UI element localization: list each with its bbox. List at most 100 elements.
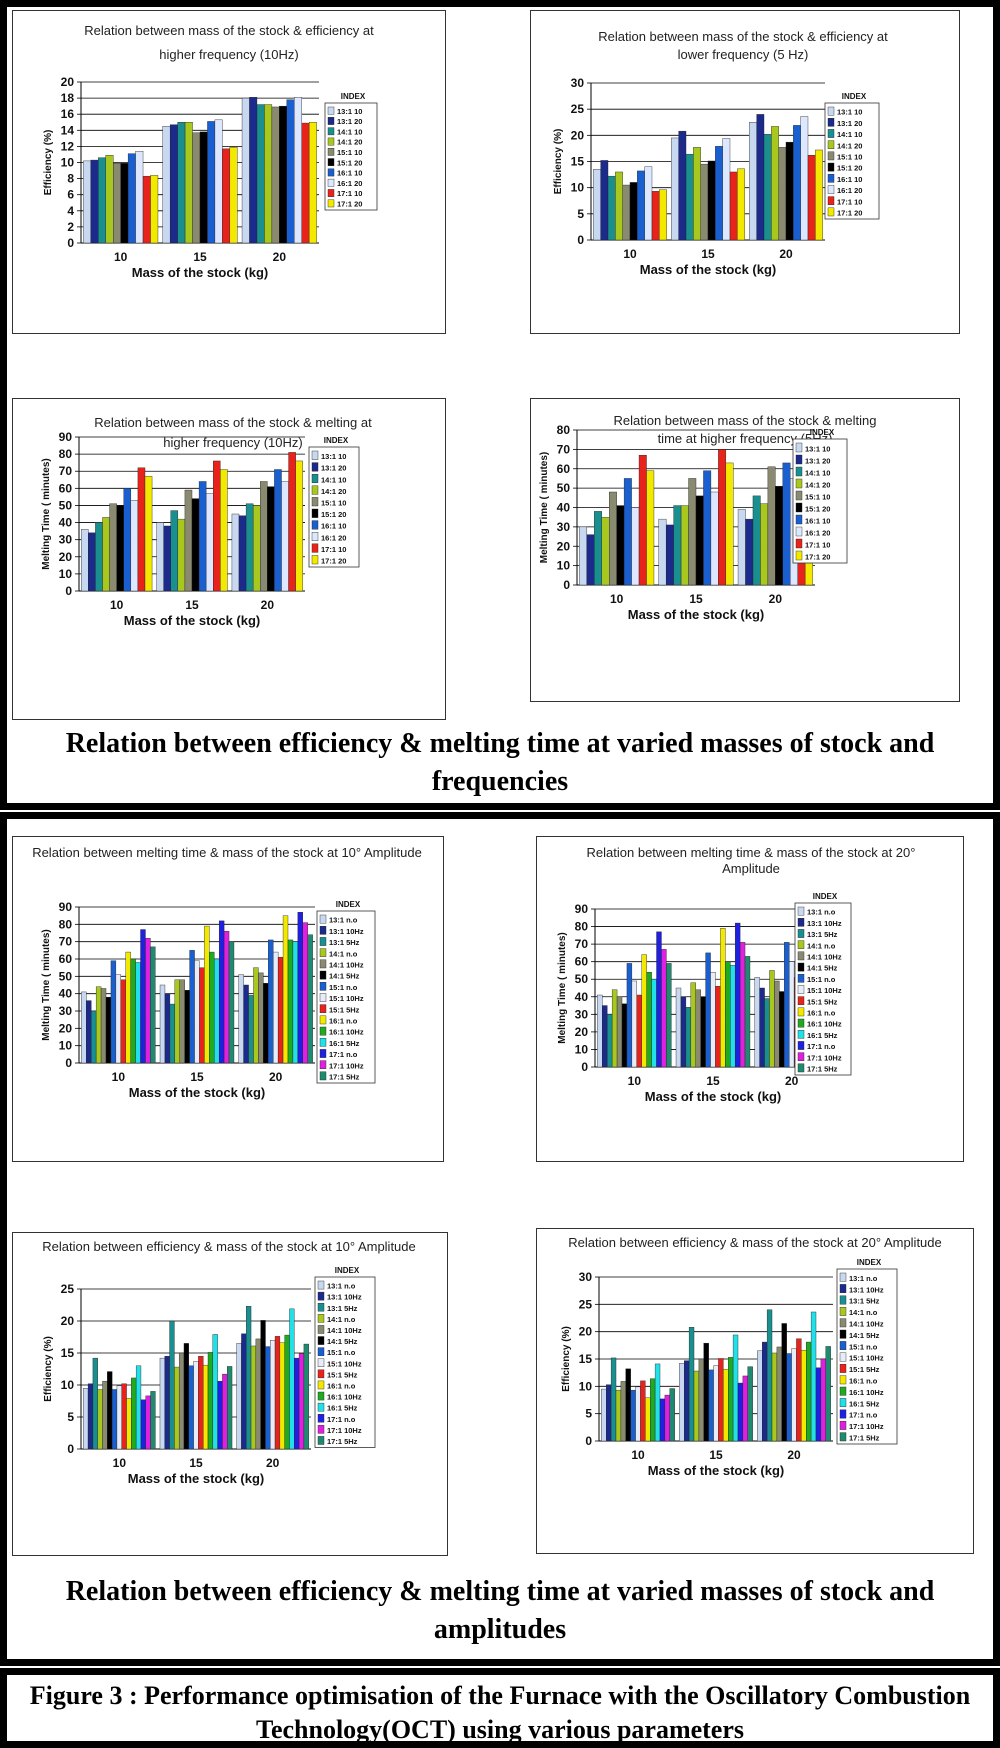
legend-label: 15:1 n.o (327, 1348, 356, 1357)
legend-title: INDEX (813, 892, 838, 901)
bar-17-1-20-15 (737, 168, 745, 241)
legend-label: 14:1 n.o (327, 1315, 356, 1324)
legend-label: 17:1 n.o (329, 1050, 358, 1059)
bar-17-1-n-o-20 (297, 911, 303, 1064)
bar-15-1-10hz-10 (631, 980, 638, 1068)
bar-16-1-10-15 (703, 470, 712, 586)
bar-13-1-10hz-20 (243, 984, 249, 1064)
legend-swatch (317, 1280, 325, 1290)
bar-17-1-10hz-20 (820, 1358, 826, 1442)
bar-15-1-20-10 (116, 505, 124, 592)
bar-15-1-n-o-10 (111, 1389, 118, 1450)
y-tick-label: 70 (557, 442, 571, 456)
bar-15-1-10-20 (271, 106, 280, 244)
bar-15-1-10-20 (260, 481, 268, 592)
legend-label: 15:1 20 (337, 158, 362, 167)
legend-swatch (797, 917, 805, 927)
bar-14-1-10-20 (763, 134, 772, 241)
chart-efficiency-20deg: Relation between efficiency & mass of th… (536, 1228, 974, 1554)
bar-14-1-n-o-10 (615, 1389, 622, 1442)
bar-16-1-10hz-10 (131, 1377, 137, 1450)
bar-17-1-20-20 (295, 460, 303, 592)
bar-14-1-5hz-10 (105, 996, 112, 1064)
chart-efficiency-5hz: Relation between mass of the stock & eff… (530, 10, 960, 334)
y-tick-label: 30 (575, 1007, 589, 1021)
legend-label: 16:1 n.o (329, 1017, 358, 1026)
bar-14-1-10hz-15 (695, 989, 701, 1068)
y-tick-label: 30 (579, 1270, 593, 1284)
bar-13-1-n-o-20 (754, 977, 760, 1068)
bar-16-1-5hz-10 (135, 1365, 142, 1450)
bar-15-1-n-o-20 (786, 1353, 792, 1442)
bar-16-1-n-o-10 (126, 1398, 132, 1450)
legend-box (314, 1276, 376, 1448)
legend-swatch (795, 442, 803, 453)
bar-17-1-10hz-15 (739, 942, 746, 1068)
y-tick-label: 20 (61, 1314, 75, 1328)
legend-swatch (839, 1375, 847, 1385)
bar-17-1-10-10 (638, 454, 647, 586)
bar-13-1-10-15 (658, 518, 667, 586)
legend-swatch (797, 973, 805, 983)
bar-14-1-10-20 (256, 104, 265, 244)
bar-16-1-n-o-20 (801, 1350, 807, 1442)
y-tick-label: 0 (67, 236, 74, 250)
legend-label: 17:1 n.o (807, 1042, 836, 1051)
legend-label: 17:1 10 (337, 189, 362, 198)
bar-13-1-5hz-20 (246, 1306, 252, 1450)
legend-label: 15:1 10 (337, 148, 362, 157)
legend-swatch (319, 993, 327, 1002)
bar-17-1-5hz-15 (747, 1366, 753, 1442)
x-axis-label: Mass of the stock (kg) (132, 265, 269, 280)
y-tick-label: 20 (557, 539, 571, 553)
y-tick-label: 14 (61, 123, 75, 137)
bar-16-1-10-10 (123, 488, 132, 592)
bar-15-1-10-20 (767, 466, 776, 586)
x-tick-label: 10 (628, 1074, 642, 1088)
bar-14-1-20-15 (680, 505, 689, 586)
bar-15-1-20-20 (775, 485, 783, 586)
x-tick-label: 10 (112, 1070, 126, 1084)
bar-13-1-20-15 (678, 130, 687, 241)
legend-label: 17:1 5Hz (329, 1073, 360, 1082)
bar-16-1-n-o-15 (204, 925, 210, 1064)
legend-label: 14:1 10 (321, 475, 346, 484)
bar-17-1-5hz-20 (303, 1343, 309, 1450)
x-axis-label: Mass of the stock (kg) (124, 613, 261, 628)
y-tick-label: 0 (65, 1056, 72, 1070)
legend-label: 16:1 10Hz (329, 1028, 364, 1037)
legend-swatch (795, 514, 803, 525)
bar-13-1-5hz-10 (91, 1010, 97, 1064)
y-axis-label: Efficiency (%) (553, 129, 564, 195)
bar-14-1-10-15 (673, 505, 682, 586)
bar-16-1-20-20 (800, 116, 809, 241)
legend-label: 15:1 5Hz (849, 1365, 880, 1374)
bar-16-1-5hz-20 (810, 1311, 817, 1442)
bar-13-1-20-15 (665, 524, 674, 586)
legend-swatch (317, 1425, 325, 1434)
legend-label: 13:1 10Hz (329, 927, 364, 936)
bar-16-1-20-10 (631, 507, 640, 586)
legend-swatch (797, 1029, 805, 1039)
bar-13-1-10hz-10 (606, 1384, 612, 1442)
bar-17-1-10-10 (651, 191, 660, 241)
bar-16-1-10-20 (286, 99, 295, 244)
bar-13-1-20-10 (600, 160, 609, 241)
bar-17-1-5hz-10 (666, 963, 672, 1068)
bar-14-1-10hz-10 (616, 996, 623, 1068)
legend-swatch (795, 466, 803, 477)
bar-16-1-10hz-15 (209, 951, 215, 1064)
bar-17-1-n-o-10 (140, 929, 146, 1064)
bar-14-1-n-o-20 (771, 1352, 778, 1442)
bar-14-1-10hz-15 (179, 979, 185, 1064)
bar-15-1-20-10 (629, 182, 638, 241)
legend-swatch (797, 1052, 805, 1062)
y-tick-label: 90 (59, 900, 73, 914)
bar-14-1-n-o-20 (253, 967, 259, 1064)
legend-swatch (827, 129, 835, 138)
x-tick-label: 10 (113, 1456, 127, 1470)
legend-label: 13:1 5Hz (849, 1297, 880, 1306)
legend-swatch (319, 1071, 327, 1081)
legend-label: 14:1 20 (837, 141, 862, 150)
legend-label: 17:1 5Hz (327, 1437, 358, 1446)
